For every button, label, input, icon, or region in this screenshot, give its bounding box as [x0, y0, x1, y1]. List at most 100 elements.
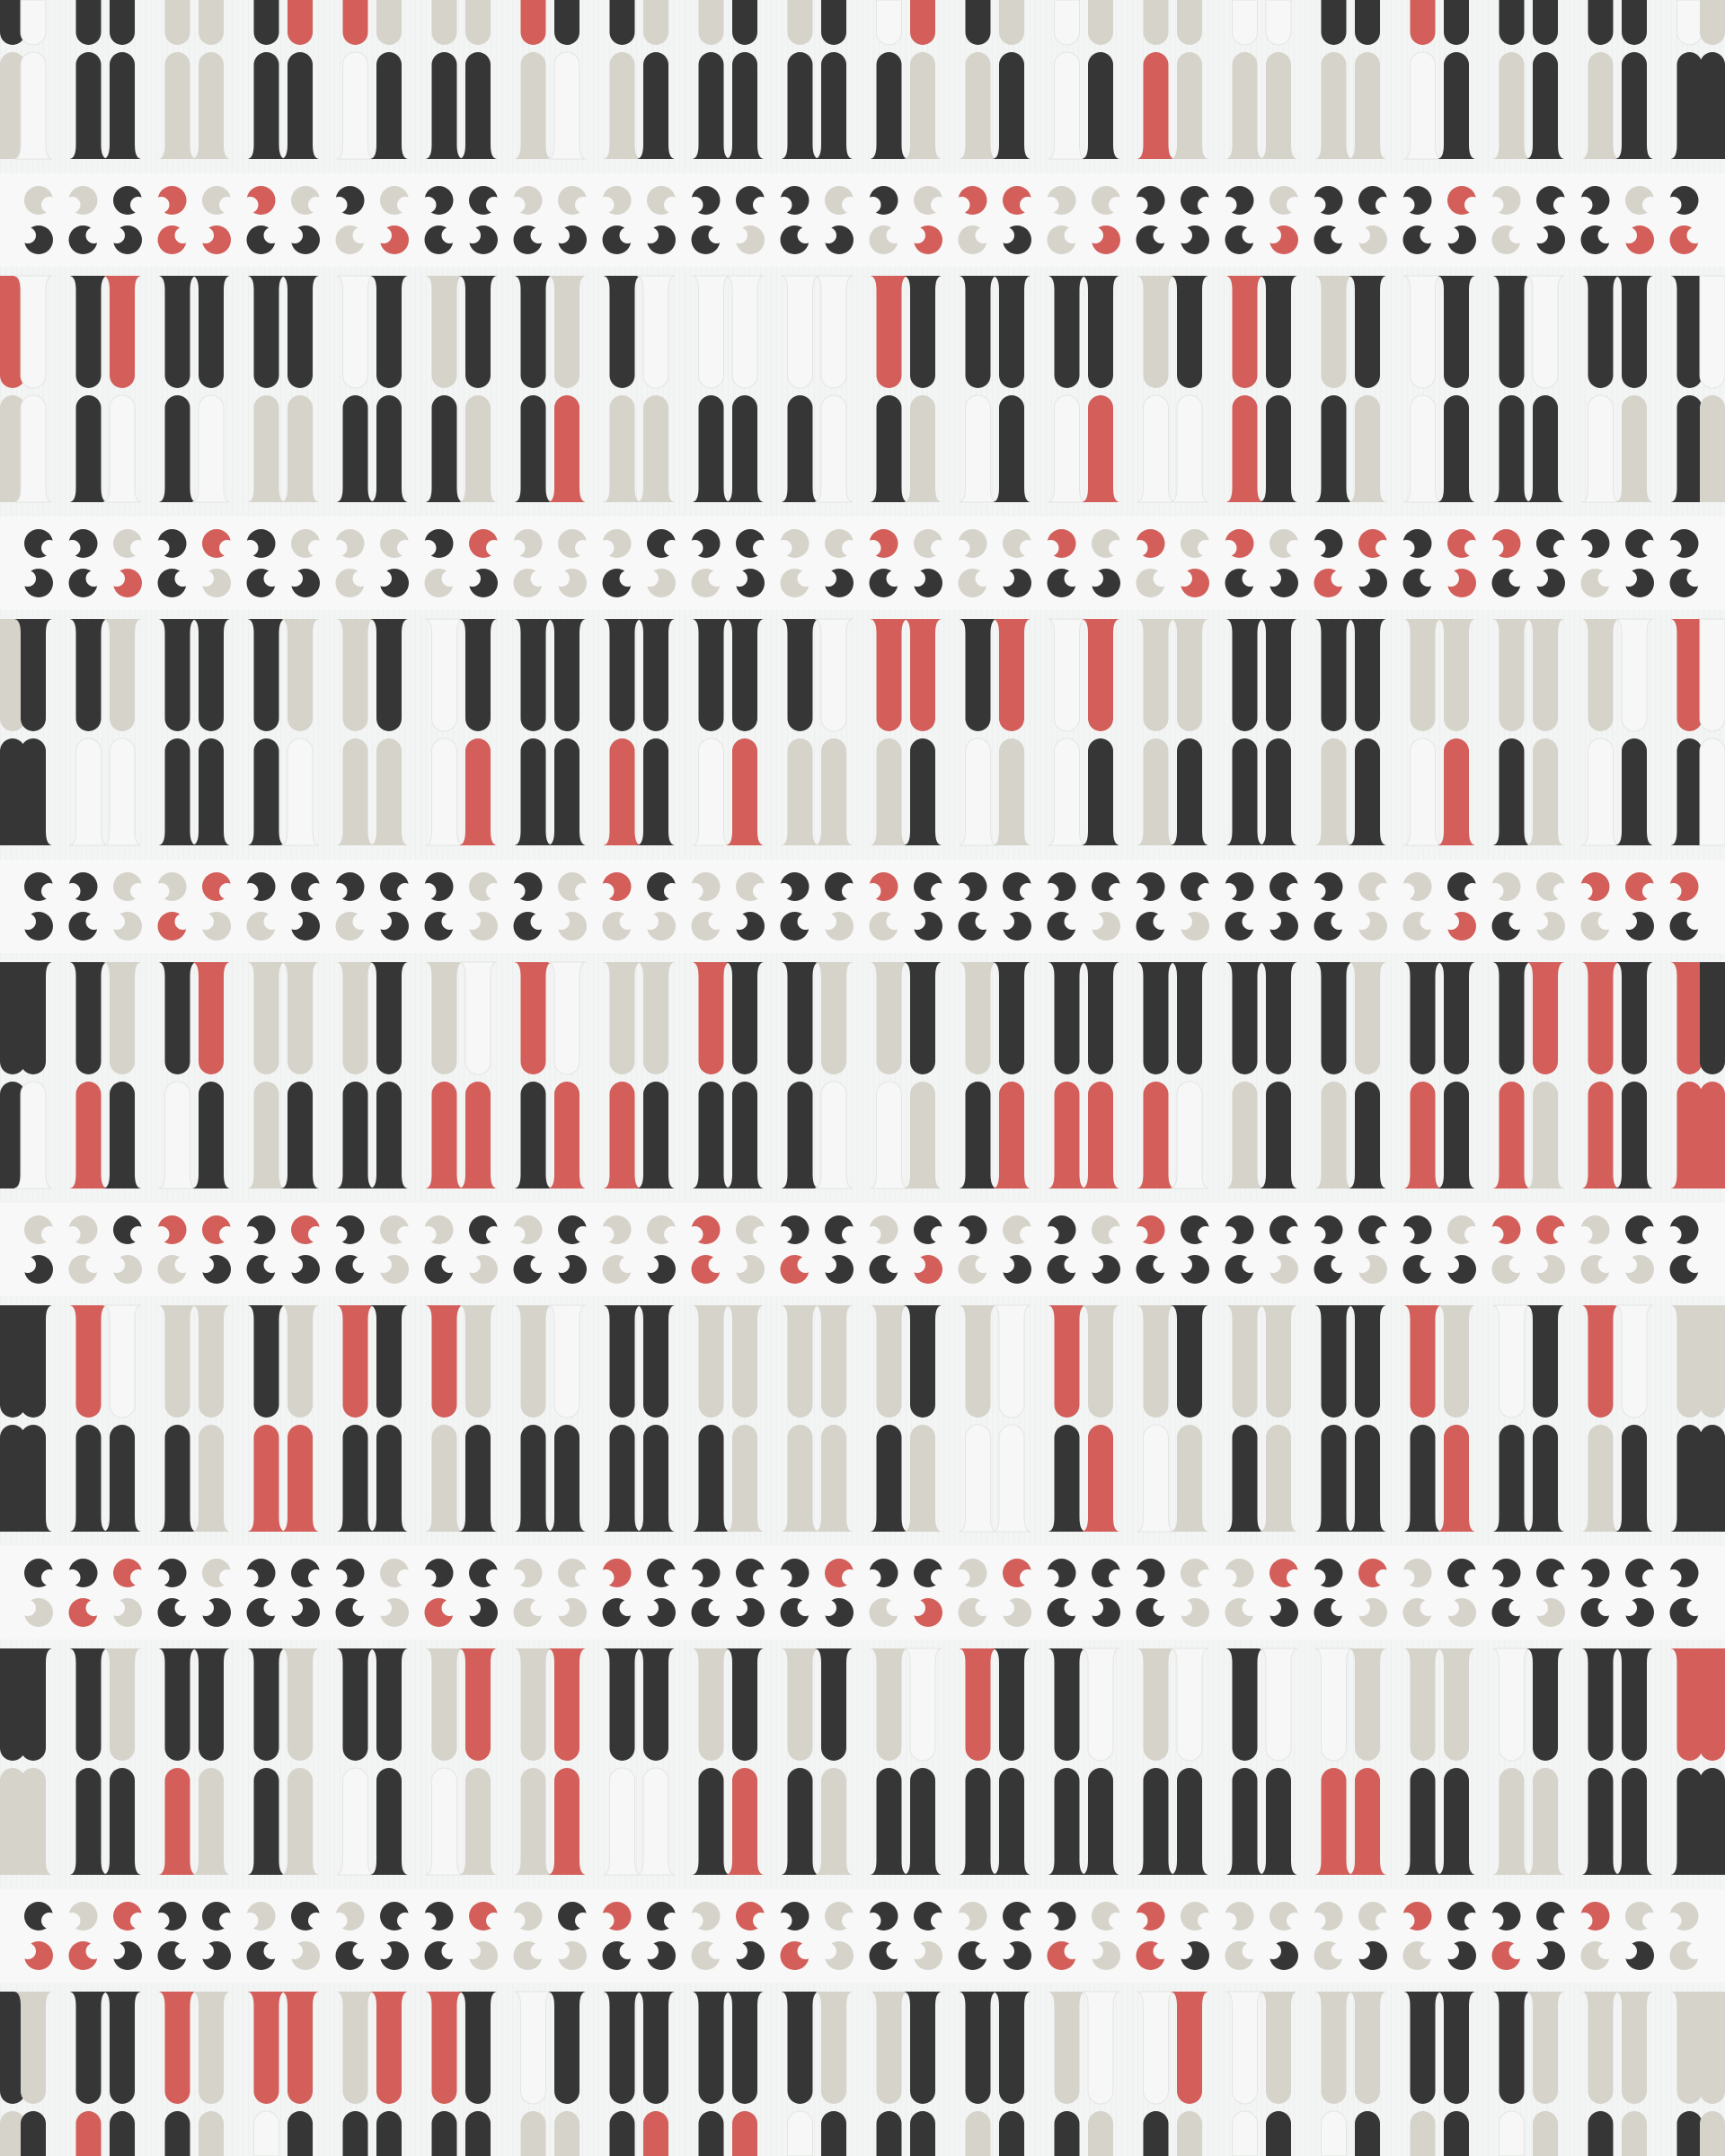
texture-stripe	[1024, 0, 1025, 2156]
crescent-bite	[1665, 883, 1682, 899]
top-row-bar	[1700, 1305, 1725, 1418]
crescent-bite	[153, 883, 170, 899]
bottom-row-bar	[514, 395, 553, 502]
top-row-bar	[1403, 1992, 1442, 2104]
crescent-bite	[1131, 197, 1148, 213]
crescent-bite	[109, 1257, 125, 1273]
bottom-row-bar	[336, 1082, 375, 1188]
top-row-bar	[75, 0, 102, 46]
crescent-bite	[1042, 883, 1059, 899]
texture-stripe	[437, 0, 438, 2156]
crescent-bite	[219, 1913, 235, 1929]
bottom-row-bar	[1615, 52, 1653, 159]
top-row-bar	[199, 0, 224, 45]
crescent-bite	[909, 227, 925, 243]
crescent-bite	[420, 1226, 437, 1242]
crescent-bite	[1309, 540, 1326, 556]
bottom-row-bar	[1082, 395, 1119, 502]
texture-stripe	[431, 0, 432, 2156]
crescent-band	[0, 1889, 1725, 1983]
texture-stripe	[1342, 0, 1343, 2156]
bottom-row-bar	[1403, 1768, 1442, 1875]
bottom-row-bar	[1403, 738, 1442, 846]
bottom-row-bar	[1260, 1425, 1297, 1532]
bottom-row-bar	[1492, 1425, 1531, 1532]
crescent-bite	[1265, 570, 1281, 587]
crescent-bite	[998, 227, 1014, 243]
bottom-row-bar	[247, 738, 286, 845]
crescent-bite	[708, 570, 725, 587]
top-row-bar	[904, 276, 942, 388]
bottom-row-bar	[1088, 2111, 1113, 2156]
texture-stripe	[1240, 0, 1241, 2156]
texture-stripe	[474, 0, 475, 2156]
crescent-bite	[109, 227, 125, 243]
texture-stripe	[706, 0, 707, 2156]
bottom-row-bar	[910, 2111, 935, 2156]
top-row-bar	[514, 619, 553, 732]
bottom-row-bar	[692, 1768, 730, 1875]
crescent-bite	[1109, 1569, 1125, 1586]
crescent-bite	[597, 1226, 615, 1242]
texture-stripe	[350, 0, 351, 2156]
top-row-bar	[158, 619, 197, 732]
crescent-bite	[642, 1943, 659, 1959]
texture-stripe	[1019, 0, 1020, 2156]
crescent-bite	[1176, 914, 1192, 930]
texture-stripe	[1137, 0, 1138, 2156]
bottom-row-bar	[1321, 2110, 1347, 2156]
bottom-row-bar	[69, 395, 108, 502]
crescent-bite	[1420, 227, 1437, 243]
texture-stripe	[787, 0, 788, 2156]
crescent-bite	[842, 1569, 858, 1586]
top-row-bar	[192, 1992, 230, 2104]
crescent-bite	[1642, 1913, 1659, 1929]
bottom-row-bar	[692, 52, 730, 159]
texture-stripe	[1385, 0, 1386, 2156]
bottom-row-bar	[1260, 52, 1297, 159]
top-row-bar	[247, 1305, 286, 1418]
bottom-row-bar	[1082, 1768, 1119, 1875]
crescent-bite	[376, 914, 392, 930]
bottom-row-bar	[158, 395, 197, 502]
texture-stripe	[334, 0, 335, 2156]
texture-stripe	[1644, 0, 1645, 2156]
bottom-row-bar	[1581, 1768, 1620, 1875]
crescent-bite	[1621, 227, 1637, 243]
texture-stripe	[528, 0, 529, 2156]
top-row-bar	[103, 619, 141, 731]
texture-stripe	[949, 0, 950, 2156]
crescent-bite	[1443, 227, 1459, 243]
crescent-bite	[287, 1943, 303, 1959]
bottom-row-bar	[1355, 2111, 1380, 2156]
crescent-bite	[1443, 570, 1459, 587]
bottom-row-bar	[514, 1768, 553, 1875]
bottom-row-bar	[787, 2110, 813, 2156]
texture-stripe	[550, 0, 551, 2156]
texture-stripe	[1682, 0, 1683, 2156]
top-row-bar	[637, 1305, 675, 1418]
top-row-bar	[1615, 962, 1653, 1074]
top-row-bar	[1265, 0, 1292, 46]
crescent-bite	[1131, 883, 1148, 899]
crescent-bite	[109, 1943, 125, 1959]
top-row-bar	[904, 619, 942, 731]
top-row-bar	[1614, 618, 1654, 732]
crescent-bite	[1621, 1600, 1637, 1616]
bottom-row-bar	[870, 738, 908, 845]
top-row-bar	[253, 0, 279, 46]
top-row-bar	[14, 619, 52, 731]
crescent-bite	[708, 1257, 725, 1273]
crescent-bite	[1309, 1569, 1326, 1586]
crescent-bite	[953, 540, 970, 556]
crescent-bite	[1198, 540, 1214, 556]
crescent-bite	[1087, 570, 1103, 587]
texture-stripe	[1051, 0, 1052, 2156]
bottom-row-bar	[247, 1082, 286, 1188]
top-row-bar	[870, 1305, 908, 1418]
crescent-bite	[1220, 540, 1237, 556]
top-row-bar	[1615, 1992, 1653, 2104]
top-row-bar	[281, 1305, 319, 1418]
crescent-bite	[864, 1226, 881, 1242]
crescent-bite	[1487, 883, 1504, 899]
